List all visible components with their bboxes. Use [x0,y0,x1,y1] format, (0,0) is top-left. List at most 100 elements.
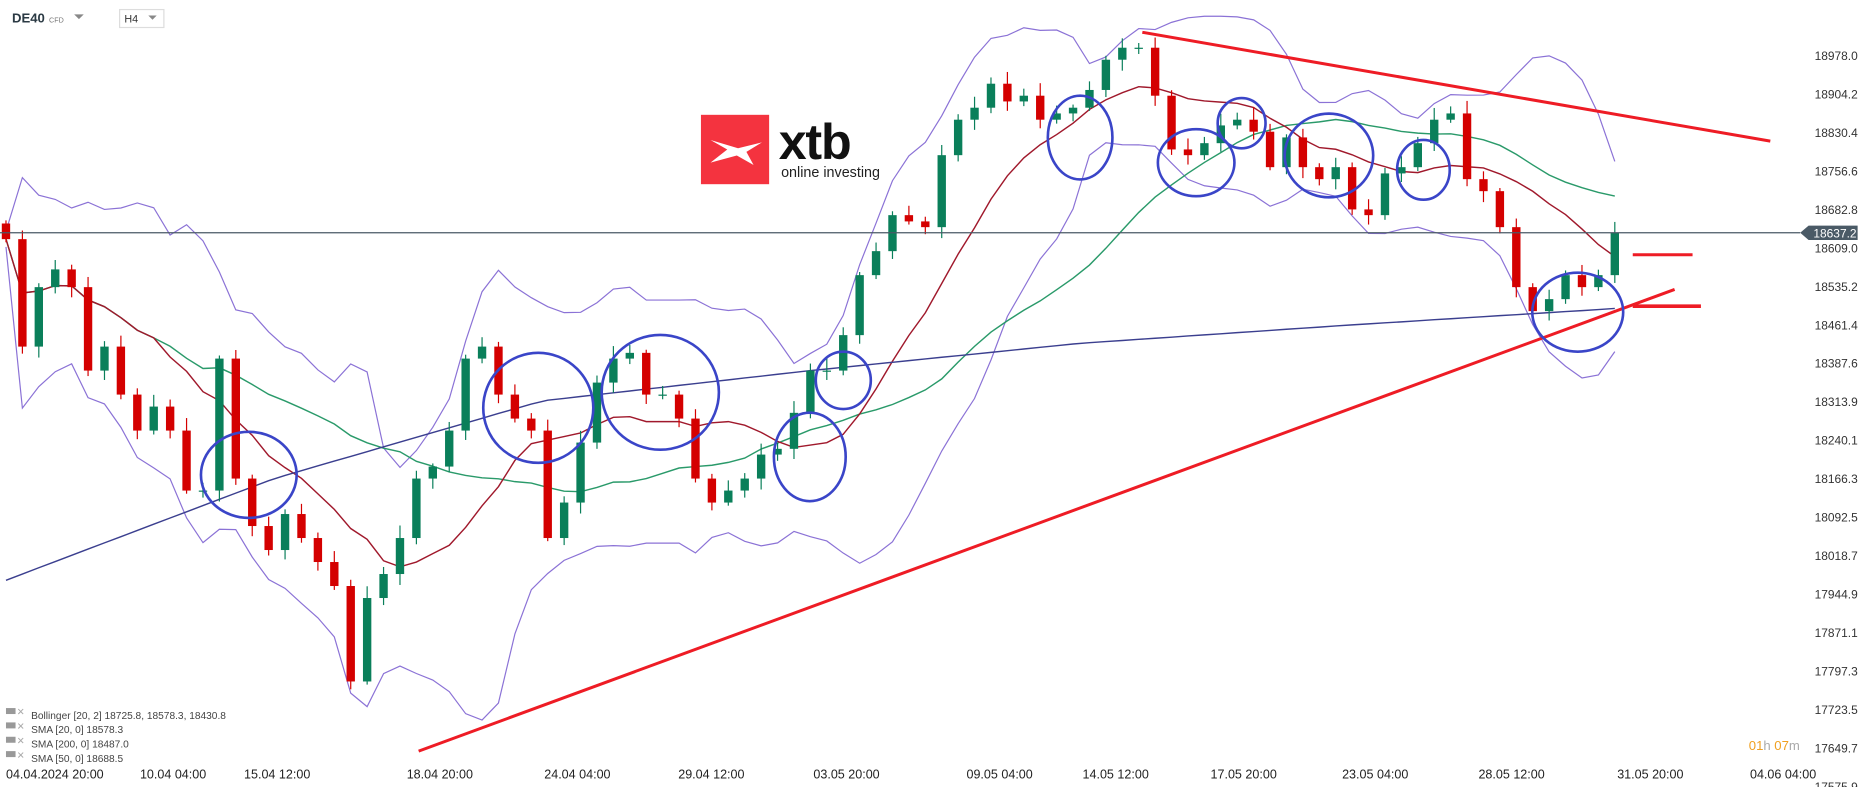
candle-body [330,562,339,587]
logo-tagline: online investing [781,165,880,181]
candle [1544,289,1554,321]
price-tick-label: 18904.2 [1815,87,1859,101]
time-tick-label: 28.05 12:00 [1478,768,1544,782]
candle [280,509,290,560]
candle-body [707,478,717,503]
candle-body [1594,275,1603,288]
highlight-circle [199,430,298,520]
candle [1233,112,1242,130]
candle [395,525,405,585]
candle-body [609,358,618,383]
candle-body [1430,119,1439,144]
candle [264,516,273,556]
symbol-label[interactable]: DE40 [12,11,45,26]
candle [362,586,372,685]
candle-body [855,275,864,336]
price-axis[interactable]: 18978.0 18904.2 18830.4 18756.6 18682.8 18609… [1815,49,1859,787]
close-icon[interactable]: ✕ [17,722,25,733]
legend-label: SMA [50, 0] 18688.5 [31,754,123,765]
highlight-circle [814,350,873,411]
price-tick-label: 18609.0 [1815,241,1859,255]
settings-icon[interactable] [5,722,16,729]
time-tick-label: 24.04 04:00 [544,768,610,782]
legend-label: SMA [20, 0] 18578.3 [31,725,123,736]
instrument-type: CFD [49,17,64,25]
candle [1036,83,1045,129]
candle-body [18,239,27,347]
candle [609,346,618,393]
candle-body [1413,143,1422,168]
close-icon[interactable]: ✕ [17,750,25,761]
legend-item-bollinger[interactable]: ✕ Bollinger [20, 2] 18725.8, 18578.3, 18… [5,707,226,722]
candle [428,463,437,489]
time-axis[interactable]: 04.04.2024 20:00 10.04 04:00 15.04 12:00 18… [6,768,1816,782]
candle [1380,167,1390,220]
candle [1495,188,1505,234]
candle [789,401,799,460]
candles-layer [1,37,1619,690]
candle-body [1298,137,1308,168]
candle-body [1150,47,1160,96]
candle [215,355,224,502]
candle [1150,37,1160,106]
legend-item-sma200[interactable]: ✕ SMA [200, 0] 18487.0 [5,736,129,751]
time-tick-label: 14.05 12:00 [1083,768,1149,782]
candle [707,473,717,511]
candle-body [1528,287,1537,312]
candle [559,496,569,546]
candle [1577,264,1587,296]
settings-icon[interactable] [5,736,16,743]
highlight-circle [1216,96,1267,150]
resistance-trendline [1142,30,1771,143]
candle [970,96,979,130]
candle [330,551,339,590]
legend-label: SMA [200, 0] 18487.0 [31,740,129,751]
price-tick-label: 18387.6 [1815,357,1859,371]
candle-body [937,155,946,228]
candle [1003,71,1012,111]
legend-label: Bollinger [20, 2] 18725.8, 18578.3, 1843… [31,711,226,722]
legend-item-sma20[interactable]: ✕ SMA [20, 0] 18578.3 [5,722,124,737]
candle-body [412,478,421,539]
candle-body [1101,59,1111,90]
candle-body [1380,173,1390,216]
settings-icon[interactable] [5,751,16,758]
candle-body [592,382,602,443]
candle-body [1068,107,1078,114]
candle [1265,123,1275,171]
candle-body [395,538,405,575]
candle-body [1282,137,1291,168]
logo-brand: xtb [779,114,851,170]
legend-item-sma50[interactable]: ✕ SMA [50, 0] 18688.5 [5,750,124,765]
time-tick-label: 29.04 12:00 [678,768,744,782]
candle-body [1577,275,1587,288]
candle-body [527,418,536,431]
price-tick-label: 18535.2 [1815,280,1859,294]
highlight-circle [1530,271,1625,353]
candle [1446,106,1455,123]
candle [182,418,191,494]
symbol-dropdown-chevron-icon[interactable] [74,14,84,20]
candle [986,77,996,114]
candle [1019,88,1028,107]
candle-body [724,490,733,503]
settings-icon[interactable] [5,708,16,715]
price-tick-label: 17871.1 [1815,626,1859,640]
candle-body [1003,83,1012,102]
xtb-logo: xtb online investing [700,114,880,185]
close-icon[interactable]: ✕ [17,736,25,747]
candle-body [149,406,158,431]
close-icon[interactable]: ✕ [17,707,25,718]
candle [346,579,355,690]
candle [904,205,914,225]
candle-body [576,442,585,503]
candle-body [34,287,44,347]
candle [691,409,700,483]
timeframe-select[interactable]: H4 [119,8,165,29]
candle-body [642,352,651,395]
candle-body [1331,167,1340,180]
candle-body [1347,167,1357,210]
time-tick-label: 31.05 20:00 [1617,768,1683,782]
candle-body [1315,167,1324,180]
